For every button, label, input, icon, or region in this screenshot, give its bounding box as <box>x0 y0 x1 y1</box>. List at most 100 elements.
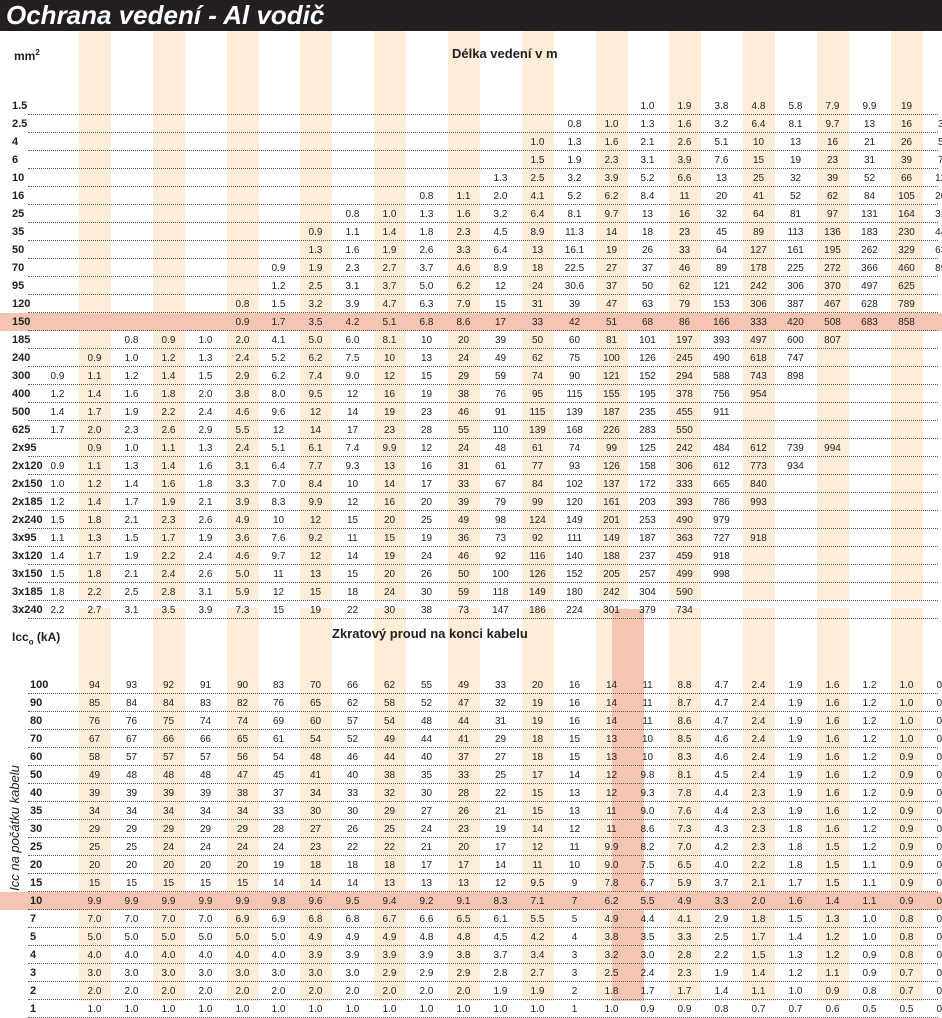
table-cell: 2.3 <box>751 823 766 835</box>
table-cell: 13 <box>789 136 802 148</box>
table-cell: 38 <box>384 769 396 781</box>
length-row: 10 1.3 2.5 3.2 3.9 5.2 6.6 13 25 32 39 52 66 127 <box>0 169 942 187</box>
table-cell: 7 <box>571 895 577 907</box>
dotted-rule <box>28 693 938 694</box>
table-cell: 39 <box>125 787 137 799</box>
table-cell: 3.7 <box>714 877 729 889</box>
row-label: 2x150 <box>12 478 43 490</box>
table-cell: 2.1 <box>751 877 766 889</box>
column-stripe <box>890 31 923 1001</box>
table-cell: 2.2 <box>50 604 65 616</box>
table-cell: 3.9 <box>345 298 360 310</box>
table-cell: 20 <box>199 859 211 871</box>
table-cell: 149 <box>528 586 546 598</box>
table-cell: 4.4 <box>640 913 655 925</box>
table-cell: 52 <box>863 172 875 184</box>
highlight-column <box>612 609 644 1001</box>
table-cell: 76 <box>926 151 942 169</box>
table-cell: 1.4 <box>161 370 176 382</box>
table-cell: 7.0 <box>198 913 213 925</box>
table-cell: 588 <box>713 370 731 382</box>
table-cell: 242 <box>750 280 767 292</box>
table-cell: 3.5 <box>640 931 655 943</box>
table-cell: 333 <box>676 478 694 490</box>
table-cell: 5.1 <box>382 316 397 328</box>
table-cell: 183 <box>860 226 878 238</box>
table-cell: 0.5 <box>936 931 942 943</box>
table-cell: 3.2 <box>308 298 323 310</box>
table-cell: 0.9 <box>50 370 65 382</box>
length-row: 3x240 2.2 2.7 3.1 3.5 3.9 7.3 15 19 22 30 38 73 147 18… <box>0 601 942 619</box>
table-cell: 7.6 <box>677 805 692 817</box>
table-cell: 1.4 <box>50 550 65 562</box>
table-cell: 9.3 <box>345 460 360 472</box>
table-cell: 21 <box>420 841 433 853</box>
table-cell: 20 <box>420 496 433 508</box>
table-cell: 4.6 <box>235 550 249 562</box>
dotted-rule <box>28 747 938 748</box>
table-cell: 76 <box>494 388 506 400</box>
table-cell: 550 <box>676 424 694 436</box>
row-label: 6 <box>12 154 19 166</box>
table-cell: 1.3 <box>640 118 655 130</box>
table-cell: 52 <box>420 697 433 709</box>
table-cell: 19 <box>420 388 433 400</box>
row-label: 1.5 <box>12 100 28 112</box>
table-cell: 16 <box>420 460 433 472</box>
table-cell: 3.0 <box>124 967 139 979</box>
table-cell: 12 <box>310 550 322 562</box>
table-cell: 65 <box>236 733 248 745</box>
table-cell: 2.4 <box>161 568 176 580</box>
table-cell: 17 <box>420 478 433 490</box>
table-cell: 0.8 <box>899 913 914 925</box>
table-cell: 39 <box>900 154 912 166</box>
table-cell: 1.9 <box>788 787 803 799</box>
table-cell: 70 <box>310 679 322 691</box>
table-cell: 1.0 <box>198 1003 213 1015</box>
table-cell: 100 <box>602 352 620 364</box>
table-cell: 2.2 <box>161 550 176 562</box>
table-cell: 5.0 <box>271 931 286 943</box>
table-cell: 4.1 <box>530 190 545 202</box>
table-cell: 46 <box>679 262 691 274</box>
table-cell: 82 <box>236 697 248 709</box>
current-row: 4 4.0 4.0 4.0 4.0 4.0 4.0 3.9 3.9 3.9 3.9 3.8 3.7 3.4… <box>0 946 942 964</box>
table-cell: 6.5 <box>677 859 692 871</box>
table-cell: 32 <box>789 172 802 184</box>
dotted-rule <box>28 765 938 766</box>
current-row: 25 25 25 24 24 24 24 23 22 22 21 20 17 12 11 9.9 8.2 7.0 4… <box>0 838 942 856</box>
table-cell: 74 <box>568 442 580 454</box>
table-cell: 30 <box>347 805 359 817</box>
dotted-rule <box>28 837 938 838</box>
table-cell: 0.5 <box>936 877 942 889</box>
table-cell: 91 <box>199 679 211 691</box>
table-cell: 3.2 <box>567 172 582 184</box>
table-cell: 363 <box>676 532 694 544</box>
table-cell: 18 <box>310 859 322 871</box>
table-cell: 12 <box>494 280 506 292</box>
table-cell: 1.0 <box>235 1003 249 1015</box>
table-cell: 0.8 <box>862 985 877 997</box>
table-cell: 85 <box>88 697 100 709</box>
row-label: 3x150 <box>12 568 43 580</box>
table-cell: 1.2 <box>124 370 139 382</box>
table-cell: 727 <box>713 532 731 544</box>
table-cell: 31 <box>531 298 543 310</box>
table-cell: 4.2 <box>530 931 545 943</box>
table-cell: 84 <box>125 697 137 709</box>
length-row: 240 0.9 1.0 1.2 1.3 2.4 5.2 6.2 7.5 10 13 24 49 62 75 1… <box>0 349 942 367</box>
table-cell: 3.2 <box>604 949 618 961</box>
table-cell: 11 <box>347 532 358 544</box>
table-cell: 1.7 <box>271 316 286 328</box>
row-label: 35 <box>30 805 43 817</box>
table-cell: 9.0 <box>640 805 655 817</box>
table-cell: 2.0 <box>456 985 471 997</box>
table-cell: 2.4 <box>751 733 766 745</box>
table-cell: 898 <box>787 370 804 382</box>
table-cell: 25 <box>420 514 433 526</box>
table-cell: 253 <box>639 514 657 526</box>
table-cell: 625 <box>897 280 915 292</box>
row-label: 2 <box>30 985 37 997</box>
table-cell: 17 <box>531 769 543 781</box>
table-cell: 15 <box>236 877 248 889</box>
